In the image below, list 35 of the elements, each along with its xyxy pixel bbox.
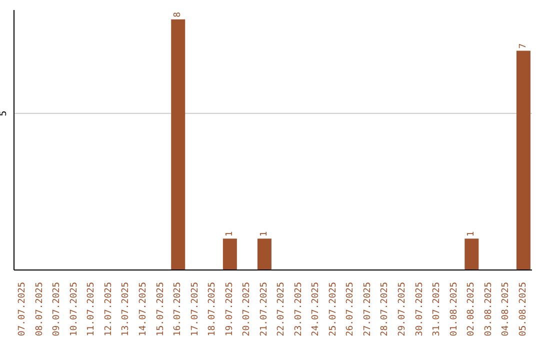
x-tick-label: 26.07.2025 bbox=[346, 282, 356, 336]
x-tick-label: 02.08.2025 bbox=[466, 282, 477, 336]
data-label: 1 bbox=[259, 231, 270, 237]
x-tick-label: 27.07.2025 bbox=[362, 282, 373, 336]
x-tick-label: 31.07.2025 bbox=[432, 282, 442, 336]
x-tick-label: 04.08.2025 bbox=[501, 282, 512, 336]
x-tick-label: 16.07.2025 bbox=[173, 282, 184, 336]
x-tick-label: 11.07.2025 bbox=[86, 282, 97, 336]
x-tick-label: 22.07.2025 bbox=[276, 282, 287, 336]
x-tick-label: 24.07.2025 bbox=[311, 282, 322, 336]
data-label: 1 bbox=[224, 231, 235, 237]
x-tick-label: 13.07.2025 bbox=[121, 282, 132, 336]
x-tick-label: 29.07.2025 bbox=[398, 282, 408, 336]
x-tick-label: 19.07.2025 bbox=[224, 282, 235, 336]
x-tick-label: 10.07.2025 bbox=[69, 282, 80, 336]
x-tick-label: 25.07.2025 bbox=[328, 282, 338, 336]
x-tick-label: 07.07.2025 bbox=[18, 282, 28, 336]
x-tick-label: 20.07.2025 bbox=[242, 282, 252, 336]
x-tick-label: 05.08.2025 bbox=[518, 282, 528, 336]
x-tick-label: 23.07.2025 bbox=[294, 282, 304, 336]
x-tick-label: 30.07.2025 bbox=[414, 282, 425, 336]
x-tick-label: 15.07.2025 bbox=[156, 282, 166, 336]
x-tick-label: 09.07.2025 bbox=[52, 282, 62, 336]
x-tick-label: 28.07.2025 bbox=[380, 282, 390, 336]
x-tick-label: 17.07.2025 bbox=[190, 282, 200, 336]
x-tick-label: 03.08.2025 bbox=[484, 282, 494, 336]
x-tick-label: 18.07.2025 bbox=[208, 282, 218, 336]
data-label: 8 bbox=[173, 12, 184, 18]
x-tick-label: 08.07.2025 bbox=[34, 282, 45, 336]
data-label: 1 bbox=[466, 231, 477, 237]
x-tick-label: 01.08.2025 bbox=[449, 282, 460, 336]
x-tick-label: 14.07.2025 bbox=[138, 282, 148, 336]
x-tick-label: 21.07.2025 bbox=[259, 282, 270, 336]
data-label: 7 bbox=[518, 43, 528, 49]
x-tick-label: 12.07.2025 bbox=[104, 282, 114, 336]
